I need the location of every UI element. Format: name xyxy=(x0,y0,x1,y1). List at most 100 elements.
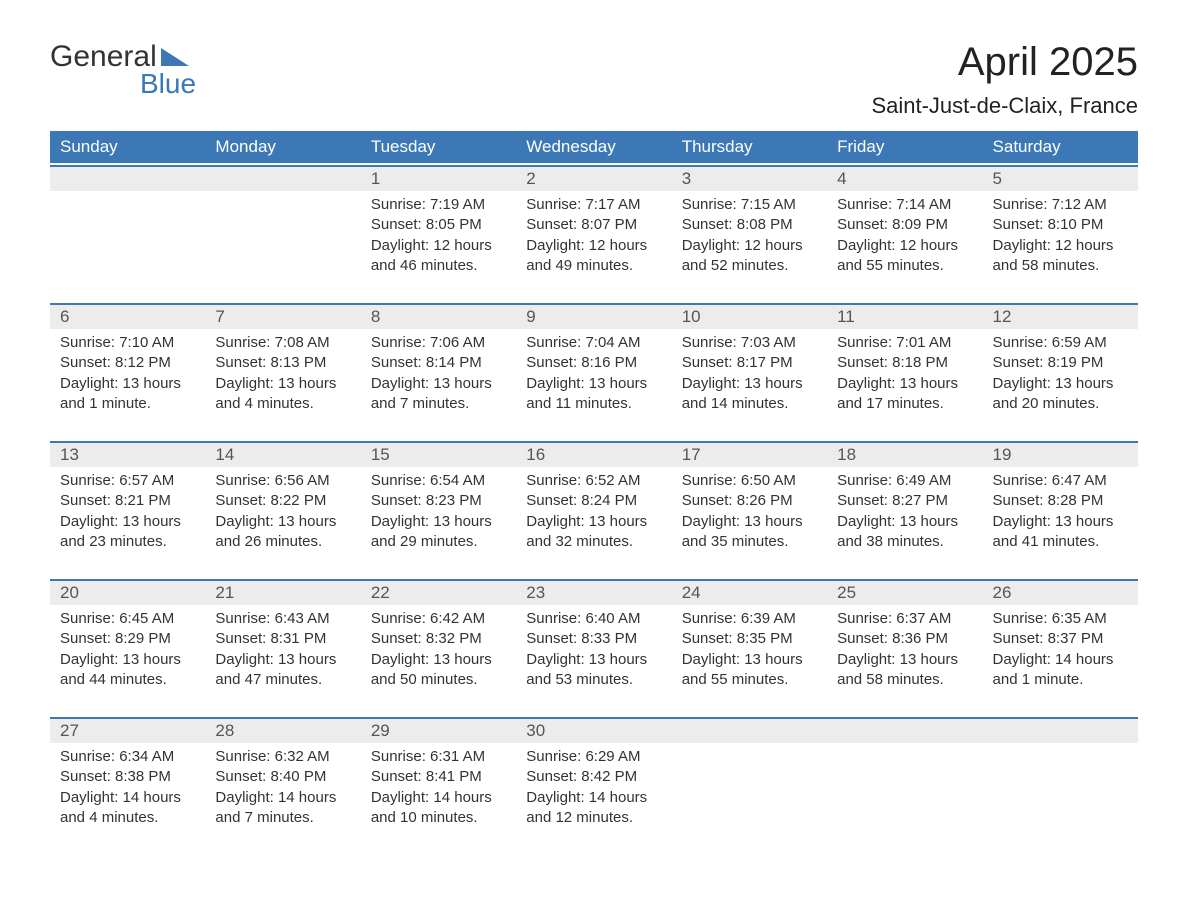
day-number xyxy=(672,719,827,743)
daylight-text: Daylight: 13 hours and 1 minute. xyxy=(60,374,195,415)
day-number xyxy=(50,167,205,191)
sunrise-text: Sunrise: 6:50 AM xyxy=(682,471,817,491)
calendar: Sunday Monday Tuesday Wednesday Thursday… xyxy=(50,131,1138,853)
sunrise-text: Sunrise: 7:06 AM xyxy=(371,333,506,353)
day-header-wed: Wednesday xyxy=(516,131,671,163)
day-content: Sunrise: 7:06 AMSunset: 8:14 PMDaylight:… xyxy=(361,329,516,439)
day-content: Sunrise: 6:57 AMSunset: 8:21 PMDaylight:… xyxy=(50,467,205,577)
sunrise-text: Sunrise: 7:03 AM xyxy=(682,333,817,353)
day-number: 25 xyxy=(827,581,982,605)
sunrise-text: Sunrise: 6:42 AM xyxy=(371,609,506,629)
day-content: Sunrise: 6:37 AMSunset: 8:36 PMDaylight:… xyxy=(827,605,982,715)
location-subtitle: Saint-Just-de-Claix, France xyxy=(871,93,1138,119)
sunset-text: Sunset: 8:36 PM xyxy=(837,629,972,649)
sunrise-text: Sunrise: 6:56 AM xyxy=(215,471,350,491)
day-number: 10 xyxy=(672,305,827,329)
sunrise-text: Sunrise: 7:17 AM xyxy=(526,195,661,215)
day-number: 28 xyxy=(205,719,360,743)
sunrise-text: Sunrise: 6:47 AM xyxy=(993,471,1128,491)
sunset-text: Sunset: 8:29 PM xyxy=(60,629,195,649)
sunset-text: Sunset: 8:12 PM xyxy=(60,353,195,373)
day-number xyxy=(205,167,360,191)
day-number: 26 xyxy=(983,581,1138,605)
day-number: 14 xyxy=(205,443,360,467)
month-title: April 2025 xyxy=(871,40,1138,85)
sunrise-text: Sunrise: 6:32 AM xyxy=(215,747,350,767)
day-number: 18 xyxy=(827,443,982,467)
daylight-text: Daylight: 13 hours and 29 minutes. xyxy=(371,512,506,553)
day-number: 16 xyxy=(516,443,671,467)
day-number: 1 xyxy=(361,167,516,191)
sunset-text: Sunset: 8:14 PM xyxy=(371,353,506,373)
sunrise-text: Sunrise: 6:49 AM xyxy=(837,471,972,491)
sunrise-text: Sunrise: 7:12 AM xyxy=(993,195,1128,215)
sunrise-text: Sunrise: 6:52 AM xyxy=(526,471,661,491)
sunrise-text: Sunrise: 6:34 AM xyxy=(60,747,195,767)
daylight-text: Daylight: 13 hours and 26 minutes. xyxy=(215,512,350,553)
day-content xyxy=(205,191,360,301)
sunrise-text: Sunrise: 6:43 AM xyxy=(215,609,350,629)
week-row: 20212223242526Sunrise: 6:45 AMSunset: 8:… xyxy=(50,579,1138,715)
title-block: April 2025 Saint-Just-de-Claix, France xyxy=(871,40,1138,119)
day-number: 22 xyxy=(361,581,516,605)
day-content: Sunrise: 6:52 AMSunset: 8:24 PMDaylight:… xyxy=(516,467,671,577)
daylight-text: Daylight: 14 hours and 4 minutes. xyxy=(60,788,195,829)
sunrise-text: Sunrise: 7:01 AM xyxy=(837,333,972,353)
day-content: Sunrise: 7:12 AMSunset: 8:10 PMDaylight:… xyxy=(983,191,1138,301)
day-number: 17 xyxy=(672,443,827,467)
day-header-sun: Sunday xyxy=(50,131,205,163)
sunrise-text: Sunrise: 7:10 AM xyxy=(60,333,195,353)
sunrise-text: Sunrise: 7:15 AM xyxy=(682,195,817,215)
sunset-text: Sunset: 8:23 PM xyxy=(371,491,506,511)
day-number: 30 xyxy=(516,719,671,743)
sunrise-text: Sunrise: 6:40 AM xyxy=(526,609,661,629)
content-row: Sunrise: 6:45 AMSunset: 8:29 PMDaylight:… xyxy=(50,605,1138,715)
daylight-text: Daylight: 13 hours and 17 minutes. xyxy=(837,374,972,415)
daynum-row: 6789101112 xyxy=(50,303,1138,329)
sunset-text: Sunset: 8:10 PM xyxy=(993,215,1128,235)
sunrise-text: Sunrise: 7:14 AM xyxy=(837,195,972,215)
sunset-text: Sunset: 8:42 PM xyxy=(526,767,661,787)
sunset-text: Sunset: 8:28 PM xyxy=(993,491,1128,511)
day-header-mon: Monday xyxy=(205,131,360,163)
day-content: Sunrise: 6:29 AMSunset: 8:42 PMDaylight:… xyxy=(516,743,671,853)
week-row: 13141516171819Sunrise: 6:57 AMSunset: 8:… xyxy=(50,441,1138,577)
sunset-text: Sunset: 8:09 PM xyxy=(837,215,972,235)
day-content: Sunrise: 6:45 AMSunset: 8:29 PMDaylight:… xyxy=(50,605,205,715)
daylight-text: Daylight: 13 hours and 53 minutes. xyxy=(526,650,661,691)
day-number: 12 xyxy=(983,305,1138,329)
daylight-text: Daylight: 13 hours and 4 minutes. xyxy=(215,374,350,415)
logo-flag-icon xyxy=(161,48,189,66)
daylight-text: Daylight: 13 hours and 55 minutes. xyxy=(682,650,817,691)
sunrise-text: Sunrise: 6:59 AM xyxy=(993,333,1128,353)
sunset-text: Sunset: 8:13 PM xyxy=(215,353,350,373)
day-header-sat: Saturday xyxy=(983,131,1138,163)
day-header-row: Sunday Monday Tuesday Wednesday Thursday… xyxy=(50,131,1138,163)
sunrise-text: Sunrise: 6:57 AM xyxy=(60,471,195,491)
day-content: Sunrise: 7:19 AMSunset: 8:05 PMDaylight:… xyxy=(361,191,516,301)
content-row: Sunrise: 6:57 AMSunset: 8:21 PMDaylight:… xyxy=(50,467,1138,577)
day-content: Sunrise: 6:47 AMSunset: 8:28 PMDaylight:… xyxy=(983,467,1138,577)
sunset-text: Sunset: 8:08 PM xyxy=(682,215,817,235)
sunset-text: Sunset: 8:41 PM xyxy=(371,767,506,787)
logo-text-blue: Blue xyxy=(140,68,196,100)
sunrise-text: Sunrise: 7:04 AM xyxy=(526,333,661,353)
daylight-text: Daylight: 13 hours and 58 minutes. xyxy=(837,650,972,691)
day-content xyxy=(672,743,827,853)
daylight-text: Daylight: 13 hours and 41 minutes. xyxy=(993,512,1128,553)
day-number: 11 xyxy=(827,305,982,329)
day-number: 9 xyxy=(516,305,671,329)
sunset-text: Sunset: 8:17 PM xyxy=(682,353,817,373)
day-content: Sunrise: 6:32 AMSunset: 8:40 PMDaylight:… xyxy=(205,743,360,853)
day-number: 2 xyxy=(516,167,671,191)
sunset-text: Sunset: 8:18 PM xyxy=(837,353,972,373)
day-header-tue: Tuesday xyxy=(361,131,516,163)
day-number: 27 xyxy=(50,719,205,743)
sunset-text: Sunset: 8:07 PM xyxy=(526,215,661,235)
sunrise-text: Sunrise: 6:35 AM xyxy=(993,609,1128,629)
day-content: Sunrise: 6:40 AMSunset: 8:33 PMDaylight:… xyxy=(516,605,671,715)
day-content: Sunrise: 6:39 AMSunset: 8:35 PMDaylight:… xyxy=(672,605,827,715)
day-number: 6 xyxy=(50,305,205,329)
day-content xyxy=(50,191,205,301)
sunset-text: Sunset: 8:27 PM xyxy=(837,491,972,511)
